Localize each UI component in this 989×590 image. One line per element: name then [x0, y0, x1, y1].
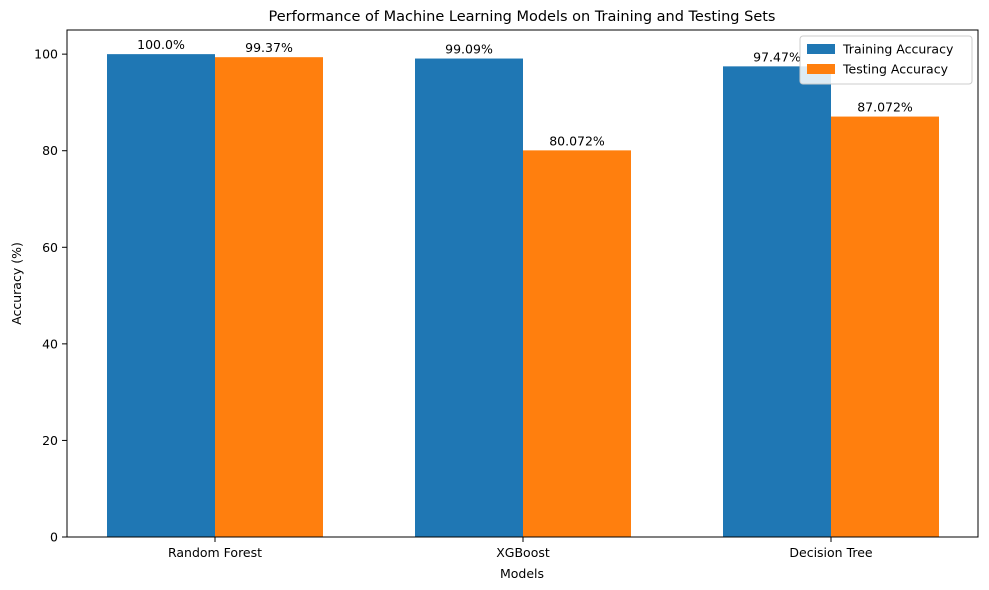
y-axis-label: Accuracy (%) [9, 242, 24, 325]
x-tick-label: Random Forest [168, 545, 262, 560]
data-label-training-2: 97.47% [753, 49, 801, 64]
legend-swatch-training [807, 44, 835, 54]
data-label-training-1: 99.09% [445, 42, 493, 57]
x-tick-label: Decision Tree [789, 545, 873, 560]
x-axis: Random Forest XGBoost Decision Tree [168, 537, 873, 560]
bar-training-2 [723, 66, 831, 538]
y-tick-label: 60 [42, 240, 58, 255]
chart-title: Performance of Machine Learning Models o… [269, 9, 776, 25]
axes-frame [66, 29, 979, 538]
legend-box [799, 35, 973, 85]
x-axis-label: Models [500, 566, 544, 581]
y-tick-label: 40 [42, 336, 58, 351]
data-label-testing-2: 87.072% [857, 100, 913, 115]
bar-testing-1 [523, 150, 631, 537]
bar-testing-2 [831, 116, 939, 538]
y-tick-label: 100 [34, 47, 58, 62]
legend-label-testing: Testing Accuracy [842, 62, 949, 77]
data-label-training-0: 100.0% [137, 37, 185, 52]
y-axis: 0 20 40 60 80 100 [34, 47, 67, 545]
legend-label-training: Training Accuracy [842, 42, 954, 57]
bar-training-1 [415, 58, 523, 537]
data-label-testing-0: 99.37% [245, 40, 293, 55]
y-tick-label: 0 [50, 530, 58, 545]
data-label-testing-1: 80.072% [549, 133, 605, 148]
data-labels-group: 100.0% 99.09% 97.47% 99.37% 80.072% 87.072% [137, 37, 913, 148]
x-tick-label: XGBoost [496, 545, 550, 560]
y-tick-label: 80 [42, 143, 58, 158]
y-tick-label: 20 [42, 433, 58, 448]
bar-training-0 [107, 54, 215, 538]
legend-swatch-testing [807, 64, 835, 74]
bar-testing-0 [215, 57, 323, 538]
legend: Training Accuracy Testing Accuracy [799, 35, 973, 85]
plot-area [107, 54, 939, 538]
